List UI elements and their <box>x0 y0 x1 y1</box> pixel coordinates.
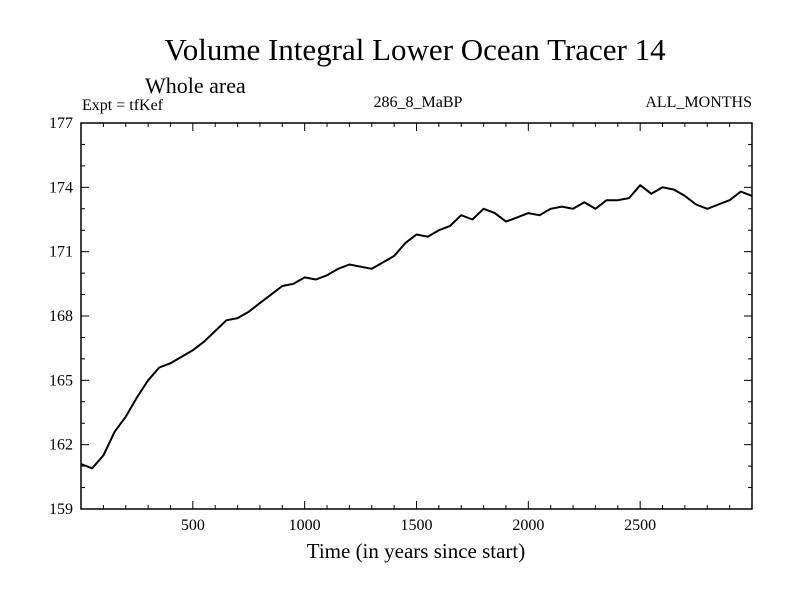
x-tick-label: 500 <box>181 517 205 534</box>
x-tick-label: 1500 <box>401 517 433 534</box>
series-line <box>80 184 753 470</box>
axis-ticks <box>81 123 752 509</box>
annotation-center: 286_8_MaBP <box>374 94 463 111</box>
chart-title: Volume Integral Lower Ocean Tracer 14 <box>164 32 666 67</box>
annotation-right: ALL_MONTHS <box>645 94 752 111</box>
x-axis-label: Time (in years since start) <box>307 539 526 563</box>
plot-frame <box>80 122 753 510</box>
y-tick-label: 171 <box>49 244 73 261</box>
chart-subtitle: Whole area <box>145 73 246 98</box>
y-tick-label: 162 <box>49 437 73 454</box>
x-tick-label: 2000 <box>512 517 544 534</box>
x-tick-label: 1000 <box>289 517 321 534</box>
x-tick-label: 2500 <box>624 517 656 534</box>
y-tick-label: 159 <box>49 501 73 518</box>
tick-labels: 500 1000 1500 2000 2500 159 162 165 168 171 174 177 <box>49 115 656 534</box>
y-tick-label: 168 <box>49 308 73 325</box>
y-tick-label: 165 <box>49 372 73 389</box>
y-tick-label: 174 <box>49 179 73 196</box>
y-tick-label: 177 <box>49 115 73 132</box>
annotation-left: Expt = tfKef <box>82 97 164 114</box>
